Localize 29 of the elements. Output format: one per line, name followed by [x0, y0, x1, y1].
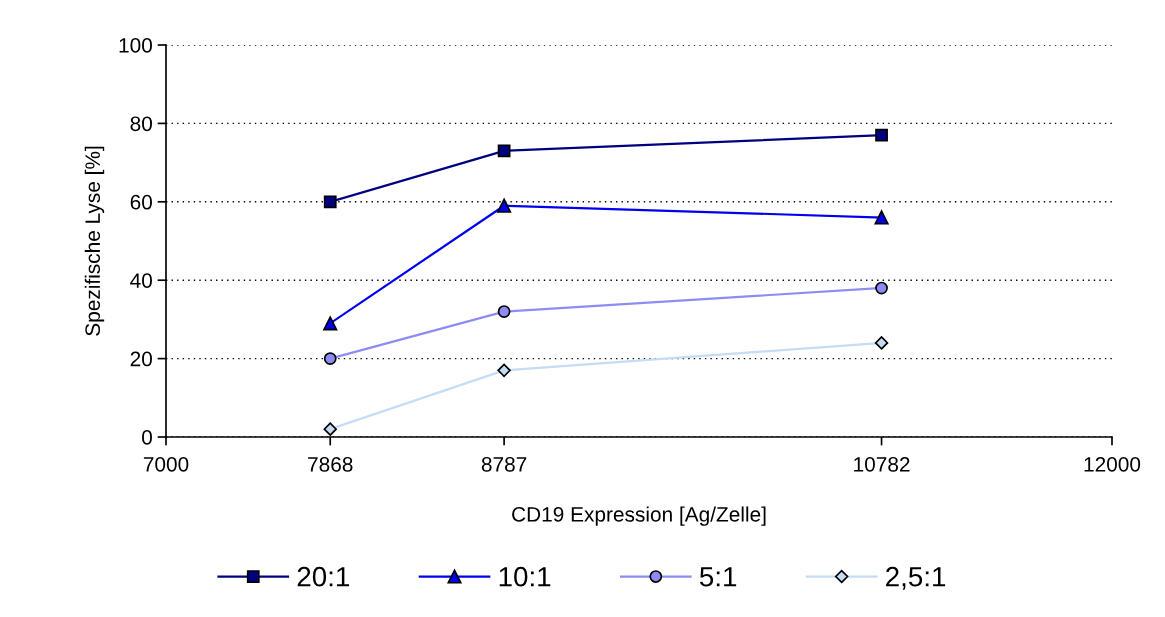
point [497, 363, 511, 378]
point [875, 281, 888, 295]
legend-label: 2,5:1 [886, 566, 946, 590]
x-tick-label: 12000 [1084, 456, 1141, 472]
y-tick-label: 100 [119, 38, 152, 53]
x-tick-label: 10782 [854, 456, 910, 472]
legend-label: 5:1 [699, 567, 737, 587]
point [875, 128, 888, 142]
x-tick-label: 7000 [143, 456, 189, 472]
y-tick-label: 60 [130, 194, 152, 210]
point [874, 210, 889, 225]
legend-label: 10:1 [499, 566, 551, 587]
point [323, 316, 338, 331]
x-tick-label: 7868 [308, 456, 353, 472]
legend-label: 20:1 [297, 566, 350, 587]
point [323, 352, 337, 365]
x-axis-title: CD19 Expression [Ag/Zelle] [512, 506, 766, 526]
y-tick-label: 0 [142, 430, 152, 445]
point [874, 336, 889, 350]
point [323, 422, 337, 436]
point [323, 195, 337, 209]
y-tick-label: 80 [130, 116, 152, 132]
point [497, 305, 511, 318]
y-tick-label: 20 [130, 351, 152, 367]
y-tick-label: 40 [130, 273, 152, 288]
x-tick-label: 8787 [481, 456, 527, 472]
y-axis-title: Spezifische Lyse [%] [84, 146, 105, 336]
point [497, 198, 512, 213]
point [497, 144, 511, 158]
